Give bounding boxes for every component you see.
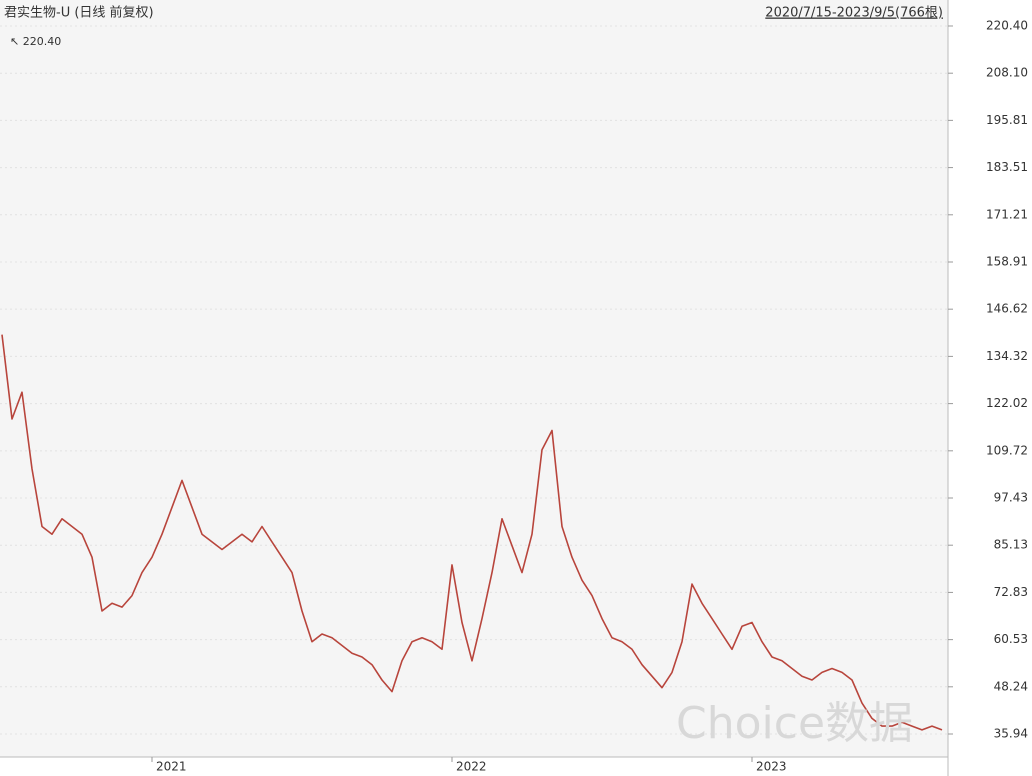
- y-tick-label: 171.21: [986, 207, 1028, 221]
- x-tick-label: 2023: [756, 760, 787, 774]
- y-tick-label: 220.40: [986, 18, 1028, 32]
- y-tick-label: 208.10: [986, 66, 1028, 80]
- y-tick-label: 134.32: [986, 349, 1028, 363]
- y-tick-label: 195.81: [986, 113, 1028, 127]
- y-tick-label: 85.13: [994, 538, 1028, 552]
- y-tick-label: 183.51: [986, 160, 1028, 174]
- y-tick-label: 146.62: [986, 302, 1028, 316]
- y-tick-label: 60.53: [994, 632, 1028, 646]
- watermark: Choice数据: [676, 698, 913, 749]
- chart-title: 君实生物-U (日线 前复权): [4, 5, 154, 21]
- y-tick-label: 122.02: [986, 396, 1028, 410]
- y-tick-label: 35.94: [994, 727, 1028, 741]
- plot-area: [0, 0, 948, 757]
- x-tick-label: 2021: [156, 760, 187, 774]
- y-tick-label: 109.72: [986, 443, 1028, 457]
- date-range: 2020/7/15-2023/9/5(766根): [765, 6, 943, 21]
- y-tick-label: 72.83: [994, 585, 1028, 599]
- max-annotation: ↖ 220.40: [10, 35, 61, 48]
- x-tick-label: 2022: [456, 760, 487, 774]
- y-tick-label: 97.43: [994, 490, 1028, 504]
- y-tick-label: 48.24: [994, 679, 1028, 693]
- price-line: [1, 334, 943, 731]
- y-tick-label: 158.91: [986, 255, 1028, 269]
